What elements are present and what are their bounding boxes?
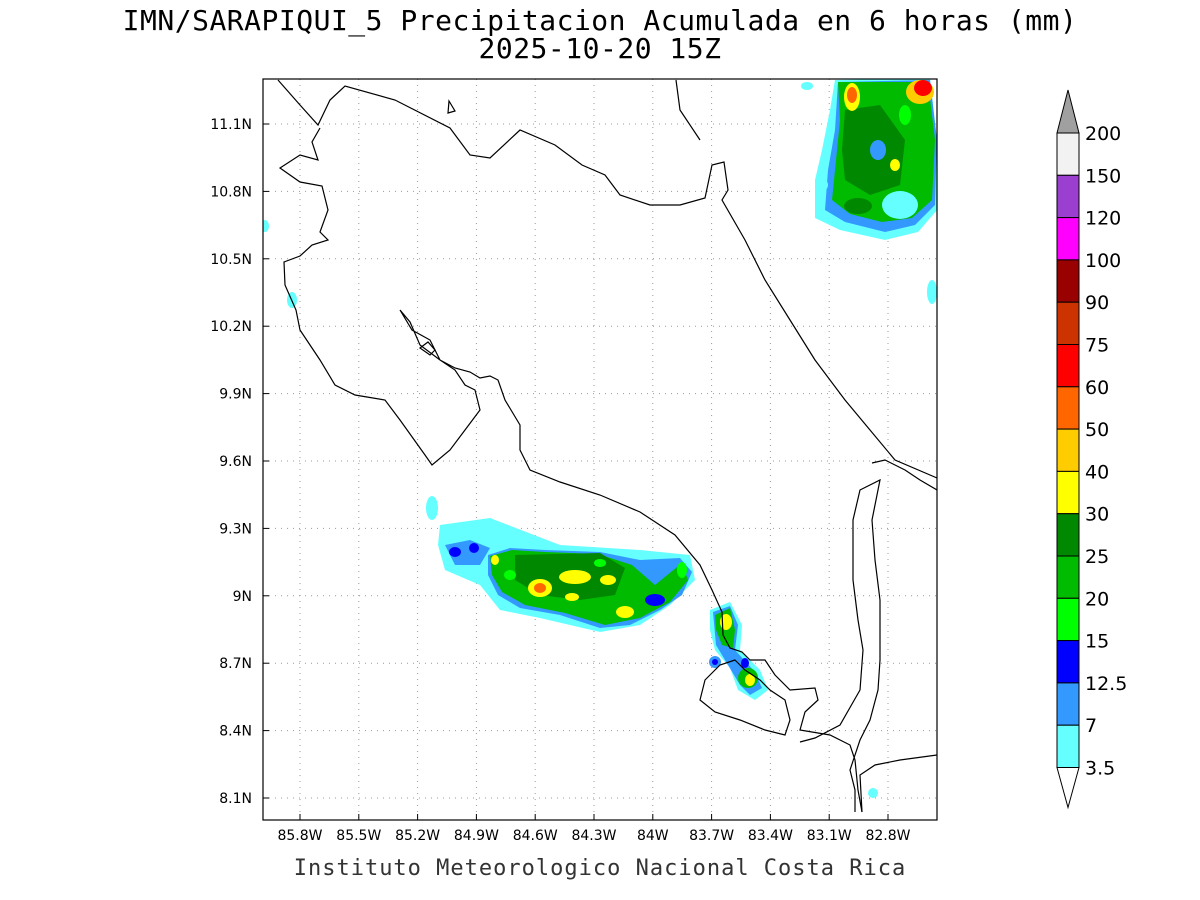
colorbar-swatch [1056, 724, 1080, 769]
colorbar-swatch [1056, 428, 1080, 472]
colorbar-swatch [1056, 217, 1080, 261]
x-tick-label: 85.8W [277, 828, 322, 844]
x-tick-label: 83.4W [748, 828, 793, 844]
colorbar-label: 60 [1085, 377, 1109, 399]
y-axis-labels: 11.1N 10.8N 10.5N 10.2N 9.9N 9.6N 9.3N 9N 8.7N 8.… [210, 117, 269, 807]
x-tick-label: 85.2W [395, 828, 440, 844]
y-tick-label: 10.5N [210, 252, 252, 268]
colorbar-label: 7 [1085, 715, 1097, 737]
colorbar-swatch [1056, 386, 1080, 430]
east-border-line [675, 79, 701, 141]
colorbar-swatch [1056, 513, 1080, 557]
colorbar-swatch [1056, 682, 1080, 726]
colorbar-label: 120 [1085, 208, 1121, 230]
precip-area-south [709, 602, 878, 798]
credit-footer: Instituto Meteorologico Nacional Costa R… [293, 856, 907, 881]
x-tick-label: 84W [637, 828, 669, 844]
colorbar-swatch [1056, 344, 1080, 388]
y-tick-label: 8.4N [219, 724, 252, 740]
y-tick-label: 8.7N [219, 656, 252, 672]
y-tick-label: 9.6N [219, 454, 252, 470]
x-tick-label: 84.6W [513, 828, 558, 844]
colorbar-swatch [1056, 640, 1080, 684]
northern-shoreline [277, 79, 937, 479]
x-tick-label: 84.9W [454, 828, 499, 844]
colorbar-swatch [1056, 259, 1080, 303]
colorbar-top-arrow [1056, 89, 1080, 134]
colorbar-label: 100 [1085, 250, 1121, 272]
lake-island [447, 99, 456, 114]
x-tick-label: 83.7W [689, 828, 734, 844]
y-tick-label: 9.9N [219, 387, 252, 403]
colorbar-label: 150 [1085, 165, 1121, 187]
colorbar-swatch [1056, 174, 1080, 219]
y-tick-label: 10.8N [210, 184, 252, 200]
x-axis-labels: 85.8W 85.5W 85.2W 84.9W 84.6W 84.3W 84W 83.7W 83… [277, 814, 911, 844]
precip-fields [263, 79, 937, 798]
colorbar-label: 12.5 [1085, 673, 1127, 695]
panama-coast [799, 478, 937, 813]
colorbar-label: 200 [1085, 123, 1121, 145]
y-tick-label: 11.1N [210, 117, 252, 133]
colorbar-swatch [1056, 301, 1080, 346]
colorbar-label: 25 [1085, 546, 1109, 568]
y-tick-label: 9.3N [219, 521, 252, 537]
map-title: IMN/SARAPIQUI_5 Precipitacion Acumulada … [122, 4, 1078, 37]
bocas-coast [871, 459, 937, 491]
colorbar-swatch [1056, 470, 1080, 515]
colorbar-label: 15 [1085, 631, 1109, 653]
x-tick-label: 83.1W [807, 828, 852, 844]
colorbar-label: 90 [1085, 292, 1109, 314]
y-tick-label: 9N [233, 589, 252, 605]
colorbar-label: 40 [1085, 461, 1109, 483]
x-tick-label: 82.8W [865, 828, 910, 844]
y-tick-label: 10.2N [210, 319, 252, 335]
plot-frame [262, 78, 938, 821]
colorbar-legend: 200 150 120 100 90 75 60 50 40 30 25 20 15 12.5 7 3.5 [1056, 89, 1127, 810]
precip-area-caribbean [263, 79, 937, 308]
precip-area-pacific [426, 496, 695, 632]
colorbar-label: 3.5 [1085, 758, 1115, 780]
colorbar-swatch [1056, 597, 1080, 642]
coastlines [277, 79, 937, 813]
pacific-coastline [278, 127, 863, 813]
colorbar-swatch [1056, 132, 1080, 176]
colorbar-label: 20 [1085, 588, 1109, 610]
colorbar-bottom-arrow [1056, 767, 1080, 810]
y-tick-label: 8.1N [219, 791, 252, 807]
x-tick-label: 84.3W [571, 828, 616, 844]
x-tick-label: 85.5W [336, 828, 381, 844]
colorbar-label: 75 [1085, 335, 1109, 357]
colorbar-swatch [1056, 555, 1080, 599]
nicoya-island [418, 341, 436, 356]
map-valid-time: 2025-10-20 15Z [478, 32, 722, 65]
colorbar-label: 30 [1085, 504, 1109, 526]
colorbar-label: 50 [1085, 419, 1109, 441]
osa-peninsula [699, 659, 791, 736]
